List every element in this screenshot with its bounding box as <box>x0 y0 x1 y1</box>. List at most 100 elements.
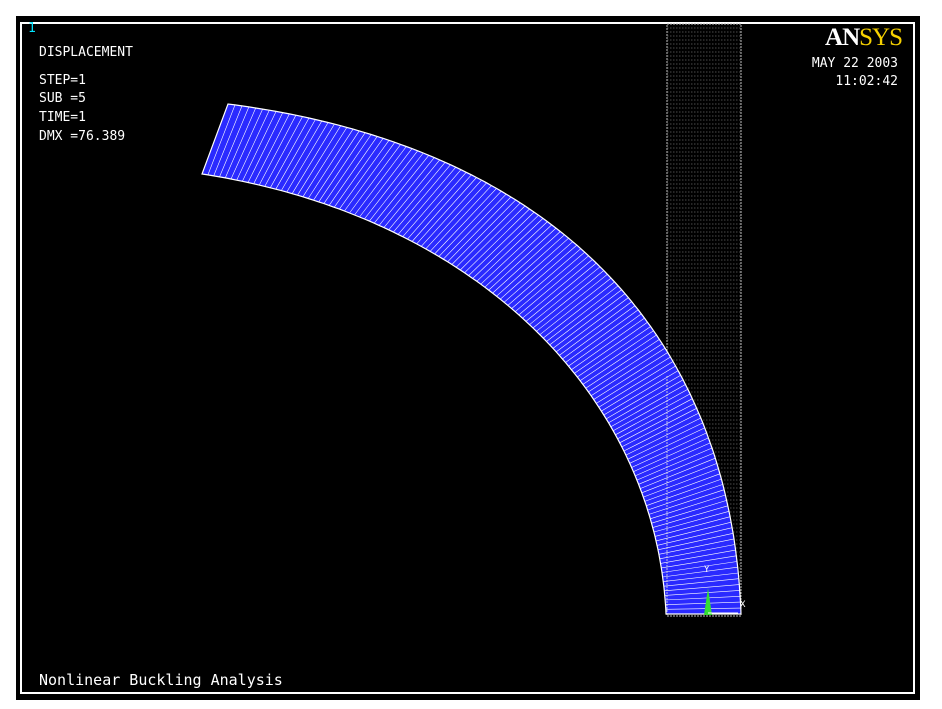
element-edge <box>339 140 390 210</box>
element-edge <box>617 398 693 440</box>
element-edge <box>286 122 329 193</box>
element-edge <box>518 255 589 316</box>
element-edge <box>631 432 707 468</box>
element-edge <box>529 266 601 325</box>
element-edge <box>333 138 384 208</box>
element-edge <box>615 393 691 436</box>
element-edge <box>464 208 530 274</box>
element-edge <box>425 182 487 250</box>
element-edge <box>420 179 482 247</box>
element-edge <box>562 305 636 360</box>
element-edge <box>407 172 467 240</box>
logo-sys: SYS <box>859 24 903 51</box>
element-edge <box>646 478 722 506</box>
step-label: STEP=1 <box>39 73 86 88</box>
element-edge <box>657 533 734 551</box>
element-edge <box>460 205 526 271</box>
element-edge <box>230 108 263 180</box>
element-edge <box>665 596 741 601</box>
element-edge <box>402 169 462 237</box>
element-edge <box>275 119 316 190</box>
element-edge <box>264 116 303 187</box>
triad-x-label: X <box>740 600 746 610</box>
element-edge <box>643 468 719 498</box>
triad-y-label: Y <box>704 565 710 575</box>
element-edge <box>651 500 727 524</box>
element-edge <box>619 403 695 444</box>
element-edge <box>383 159 440 228</box>
element-edge <box>661 555 737 569</box>
ansys-logo: ANSYS <box>825 24 903 52</box>
element-edge <box>291 123 335 194</box>
coordinate-triad: Y X <box>704 565 746 615</box>
element-edge <box>644 473 721 502</box>
element-edge <box>468 211 535 276</box>
element-edge <box>447 196 512 263</box>
element-edge <box>658 538 735 555</box>
element-edge <box>484 224 552 288</box>
element-edge <box>532 270 604 329</box>
element-edge <box>207 104 236 176</box>
element-edge <box>258 115 297 186</box>
element-edge <box>613 388 688 432</box>
element-edge <box>638 452 714 485</box>
element-edge <box>472 214 539 279</box>
element-edge <box>633 437 709 472</box>
element-edge <box>593 352 668 400</box>
element-edge <box>344 142 396 212</box>
element-edge <box>565 309 639 363</box>
window-number: 1 <box>28 21 36 36</box>
element-edge <box>625 417 701 456</box>
element-edge <box>640 457 716 489</box>
element-edge <box>543 281 615 339</box>
element-edge <box>661 561 738 573</box>
element-edge <box>574 322 648 374</box>
element-edge <box>411 174 472 242</box>
element-edge <box>515 251 585 312</box>
element-edge <box>416 177 477 245</box>
element-edge <box>236 110 270 181</box>
element-edge <box>664 590 740 596</box>
element-edge <box>429 185 492 252</box>
element-edge <box>522 259 593 319</box>
element-edge <box>373 155 430 224</box>
element-edge <box>354 146 407 216</box>
element-edge <box>659 544 735 560</box>
element-edge <box>549 289 622 346</box>
element-edge <box>647 484 723 511</box>
plot-title: DISPLACEMENT <box>39 45 133 60</box>
element-edge <box>552 293 626 349</box>
element-edge <box>219 106 250 178</box>
element-edge <box>511 248 581 309</box>
element-edge <box>242 111 277 182</box>
element-edge <box>556 297 629 353</box>
graphics-window[interactable]: Y X 1 DISPLACEMENT STEP=1 SUB =5 TIME=1 … <box>16 16 920 700</box>
plot-frame <box>20 22 915 694</box>
element-edge <box>606 374 681 420</box>
element-edge <box>388 162 446 230</box>
element-edge <box>378 157 435 226</box>
element-edge <box>656 527 733 546</box>
element-edge <box>507 244 577 306</box>
element-edge <box>660 549 736 564</box>
element-edge <box>648 489 725 515</box>
element-edge <box>270 117 310 188</box>
element-edge <box>451 199 516 265</box>
element-edge <box>213 105 243 177</box>
element-edge <box>438 190 502 257</box>
element-edge <box>369 152 424 222</box>
element-edge <box>641 463 718 494</box>
element-edge <box>539 277 612 335</box>
element-edge <box>503 241 573 303</box>
element-edge <box>662 566 738 578</box>
element-edge <box>318 132 366 203</box>
element-edge <box>621 408 697 448</box>
element-edge <box>652 505 728 528</box>
analysis-caption: Nonlinear Buckling Analysis <box>39 671 283 689</box>
element-edge <box>253 113 290 184</box>
element-edge <box>443 193 507 260</box>
time-label: TIME=1 <box>39 110 86 125</box>
element-edge <box>397 167 457 235</box>
element-edge <box>654 516 731 537</box>
element-edge <box>577 326 651 378</box>
